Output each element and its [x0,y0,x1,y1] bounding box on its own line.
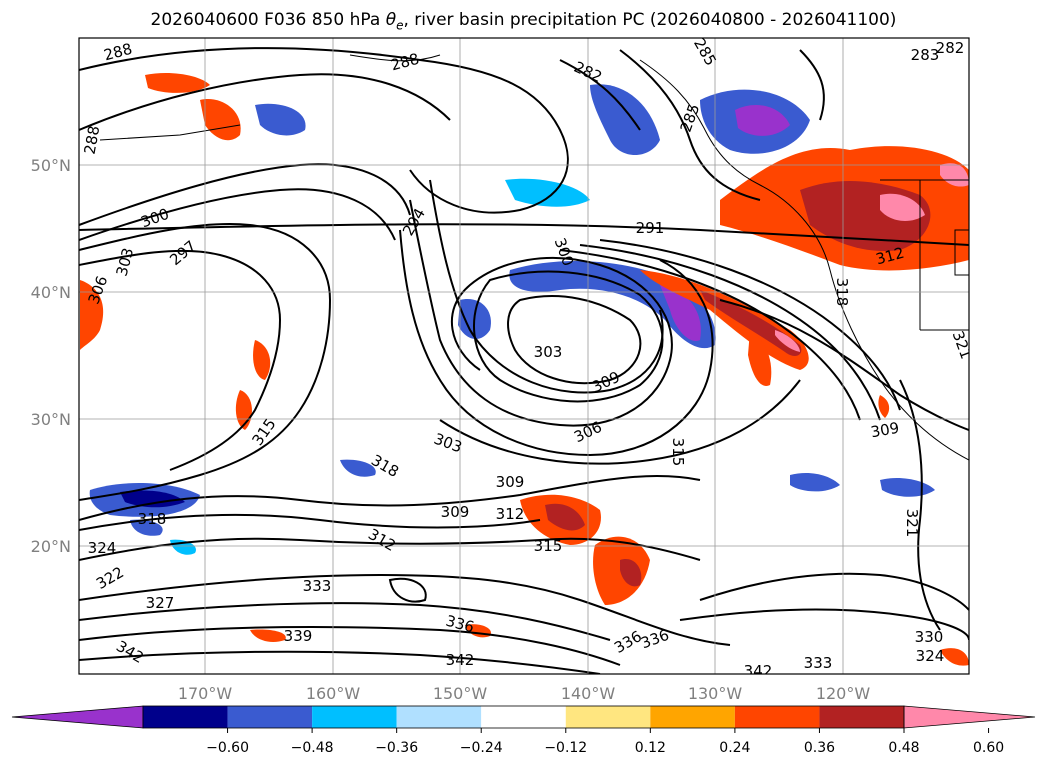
contour-label: 324 [88,539,117,557]
colorbar-tick-label: −0.36 [375,740,418,756]
contour-label: 342 [446,651,475,669]
contour-label: 309 [441,503,470,521]
colorbar-tick-label: 0.60 [973,740,1004,756]
plot-frame [78,37,970,675]
contour-label: 288 [81,124,104,155]
colorbar-tick-label: 0.48 [888,740,919,756]
colorbar-segment [227,706,313,728]
lon-tick-label: 130°W [688,684,743,703]
contour-label: 333 [303,577,332,595]
colorbar-tick-label: 0.24 [719,740,750,756]
colorbar-tick-label: 0.36 [804,740,835,756]
theta-subscript: e [396,18,404,33]
contour-label: 321 [903,509,921,538]
contour-label: 309 [869,419,900,442]
lon-tick-label: 150°W [433,684,488,703]
contour-label: 312 [496,505,525,523]
lon-tick-label: 120°W [816,684,871,703]
colorbar-segment [650,706,735,728]
contour-label: 283 [911,46,940,64]
colorbar-segment [143,706,228,728]
lon-tick-label: 160°W [306,684,361,703]
contour-label: 330 [915,628,944,646]
coastlines [99,54,969,461]
colorbar-segment [819,706,904,728]
lon-tick-label: 170°W [178,684,233,703]
theta-symbol: θ [385,10,397,30]
title-suffix: , river basin precipitation PC (20260408… [403,10,897,30]
contour-label: 318 [138,510,167,528]
contour-label: 327 [146,594,175,612]
chart-title: 2026040600 F036 850 hPa θe, river basin … [0,10,1047,32]
colorbar-tick-label: −0.48 [291,740,334,756]
colorbar-segment [396,706,482,728]
title-prefix: 2026040600 F036 850 hPa [150,10,386,30]
lon-tick-label: 140°W [561,684,616,703]
lat-tick-label: 20°N [31,537,71,556]
theta-e-contours [79,47,969,674]
lat-tick-labels: 50°N 40°N 30°N 20°N [31,156,71,556]
lat-tick-label: 40°N [31,283,71,302]
contour-label: 339 [284,627,313,645]
lat-tick-label: 30°N [31,410,71,429]
contour-label: 333 [804,654,833,672]
contour-label: 318 [833,278,851,307]
colorbar [11,705,1036,729]
lat-tick-label: 50°N [31,156,71,175]
colorbar-tick-label: 0.12 [635,740,666,756]
colorbar-tick-labels: −0.60 −0.48 −0.36 −0.24 −0.12 0.12 0.24 0.36 0.4… [206,728,1004,756]
contour-label: 324 [916,647,945,665]
contour-label: 309 [496,473,525,491]
contour-label: 315 [669,438,687,467]
contour-label: 282 [936,39,965,57]
colorbar-min-extend [11,705,144,729]
contour-label: 303 [534,343,563,361]
colorbar-tick-label: −0.60 [206,740,249,756]
colorbar-tick-label: −0.24 [460,740,503,756]
colorbar-segment [312,706,397,728]
contour-label: 342 [744,662,773,680]
colorbar-segment [481,706,566,728]
colorbar-segment [565,706,651,728]
lon-tick-labels: 170°W 160°W 150°W 140°W 130°W 120°W [178,684,871,703]
contour-label: 315 [534,537,563,555]
colorbar-tick-label: −0.12 [544,740,587,756]
precip-shading [80,73,969,666]
colorbar-segment [734,706,820,728]
gridlines [79,38,969,674]
colorbar-frame [142,705,905,729]
contour-label: 291 [636,219,665,237]
colorbar-max-extend [903,705,1036,729]
